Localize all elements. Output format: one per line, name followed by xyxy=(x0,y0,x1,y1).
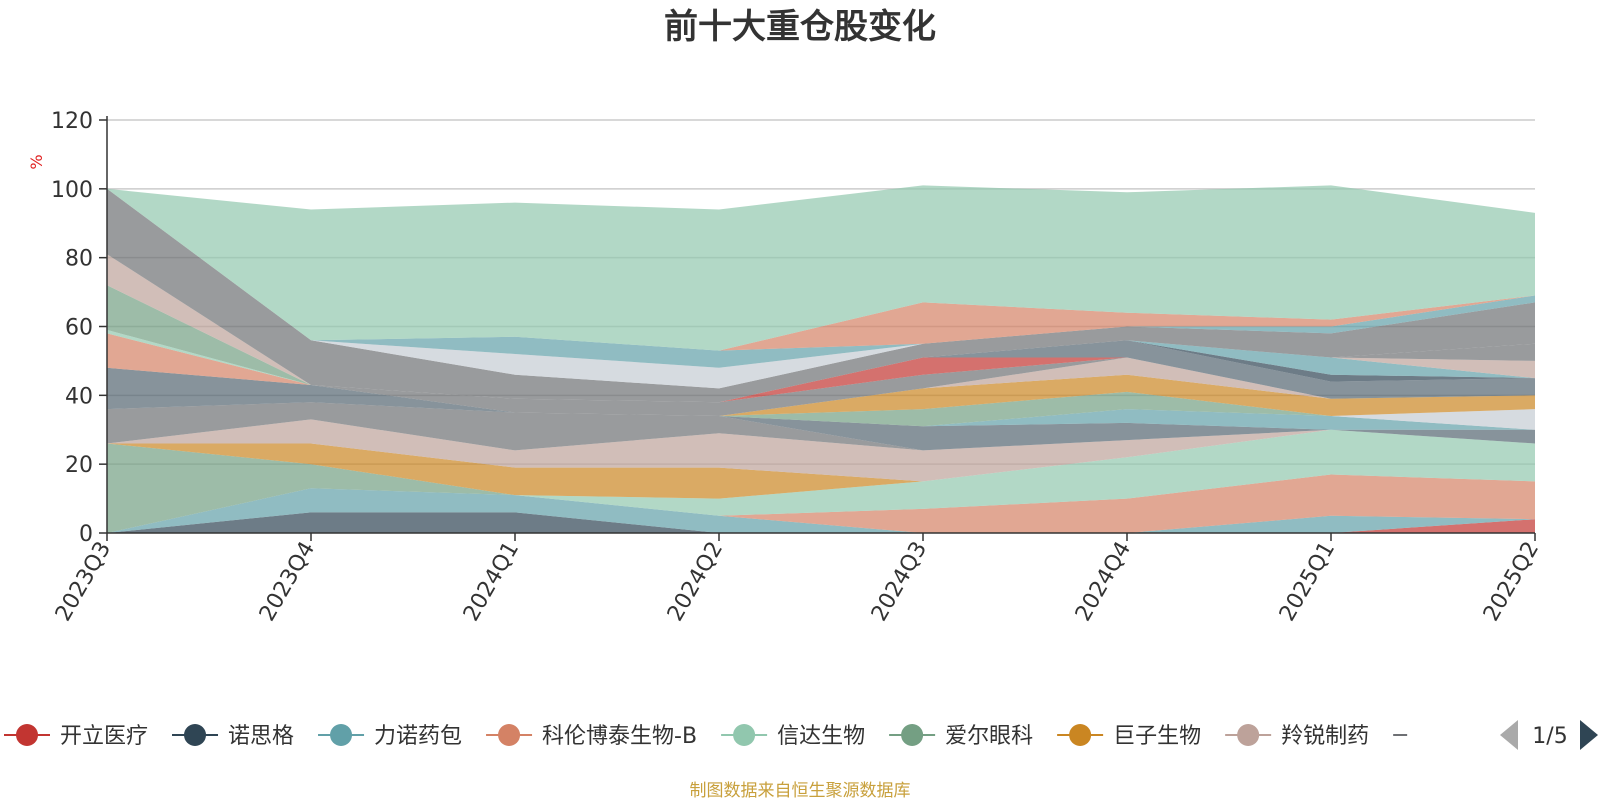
y-tick-label: 100 xyxy=(51,178,93,203)
area-series-13 xyxy=(107,391,1535,427)
area-series-33 xyxy=(107,185,1535,351)
legend-marker-icon xyxy=(330,724,353,746)
x-tick-label: 2023Q3 xyxy=(51,538,116,626)
legend-item[interactable]: 羚锐制药 xyxy=(1225,724,1369,749)
legend-marker-icon xyxy=(1069,724,1092,746)
area-series-7 xyxy=(107,429,1535,499)
area-series-19 xyxy=(107,333,1535,403)
area-series-14 xyxy=(107,374,1535,416)
area-series-1 xyxy=(107,519,1535,533)
area-series-20 xyxy=(107,333,1535,403)
legend-label: 诺思格 xyxy=(228,724,294,749)
y-tick-label: 0 xyxy=(79,522,93,547)
area-series-3 xyxy=(107,488,1535,533)
legend-label: 信达生物 xyxy=(777,724,865,749)
y-tick-label: 40 xyxy=(65,384,93,409)
area-series-11 xyxy=(107,402,1535,430)
legend-prev-arrow[interactable] xyxy=(1500,720,1518,750)
x-tick-label: 2024Q2 xyxy=(663,538,728,626)
legend-pager: 1/5 xyxy=(1500,720,1598,750)
y-axis-unit: % xyxy=(27,154,46,169)
area-series-9 xyxy=(107,402,1535,451)
x-tick-label: 2025Q2 xyxy=(1479,538,1544,626)
legend-label: 科伦博泰生物-B xyxy=(542,724,697,749)
legend-label: 巨子生物 xyxy=(1113,724,1201,749)
x-tick-label: 2024Q3 xyxy=(867,538,932,626)
legend-marker-icon xyxy=(184,724,207,746)
legend-label: 羚锐制药 xyxy=(1281,724,1369,749)
stacked-areas xyxy=(107,185,1535,533)
x-tick-label: 2024Q4 xyxy=(1071,538,1136,626)
area-series-4 xyxy=(107,474,1535,533)
legend: 开立医疗 诺思格 力诺药包 科伦博泰生物-B 信达生物 爱尔眼科 巨子生物 羚锐制药 xyxy=(4,724,1408,749)
legend-label: 爱尔眼科 xyxy=(945,724,1033,749)
legend-item[interactable]: 爱尔眼科 xyxy=(889,724,1033,749)
legend-page-indicator: 1/5 xyxy=(1532,724,1567,749)
area-series-21 xyxy=(107,333,1535,403)
legend-marker-icon xyxy=(1237,724,1260,746)
legend-marker-icon xyxy=(901,724,924,746)
legend-item[interactable]: 诺思格 xyxy=(172,724,294,749)
y-tick-label: 80 xyxy=(65,247,93,272)
legend-item[interactable]: 巨子生物 xyxy=(1057,724,1201,749)
legend-label: 开立医疗 xyxy=(60,724,148,749)
legend-marker-icon xyxy=(733,724,756,746)
area-series-5 xyxy=(107,429,1535,533)
y-tick-label: 20 xyxy=(65,453,93,478)
y-tick-label: 60 xyxy=(65,316,93,341)
chart-title: 前十大重仓股变化 xyxy=(664,7,936,47)
legend-label: 力诺药包 xyxy=(374,724,462,749)
x-tick-label: 2025Q1 xyxy=(1275,538,1340,626)
legend-next-arrow[interactable] xyxy=(1580,720,1598,750)
x-tick-label: 2023Q4 xyxy=(255,538,320,626)
legend-item[interactable]: 科伦博泰生物-B xyxy=(486,724,697,749)
legend-marker-icon xyxy=(498,724,521,746)
legend-marker-icon xyxy=(16,724,38,746)
area-series-6 xyxy=(107,429,1535,533)
area-series-2 xyxy=(107,512,1535,533)
legend-item[interactable]: 信达生物 xyxy=(721,724,865,749)
area-series-8 xyxy=(107,419,1535,482)
area-series-15 xyxy=(107,357,1535,416)
legend-item[interactable]: 力诺药包 xyxy=(318,724,462,749)
data-source-note: 制图数据来自恒生聚源数据库 xyxy=(690,781,911,800)
area-series-18 xyxy=(107,333,1535,416)
area-series-10 xyxy=(107,402,1535,451)
y-tick-label: 120 xyxy=(51,109,93,134)
x-tick-label: 2024Q1 xyxy=(459,538,524,626)
legend-item[interactable]: 开立医疗 xyxy=(4,724,148,749)
